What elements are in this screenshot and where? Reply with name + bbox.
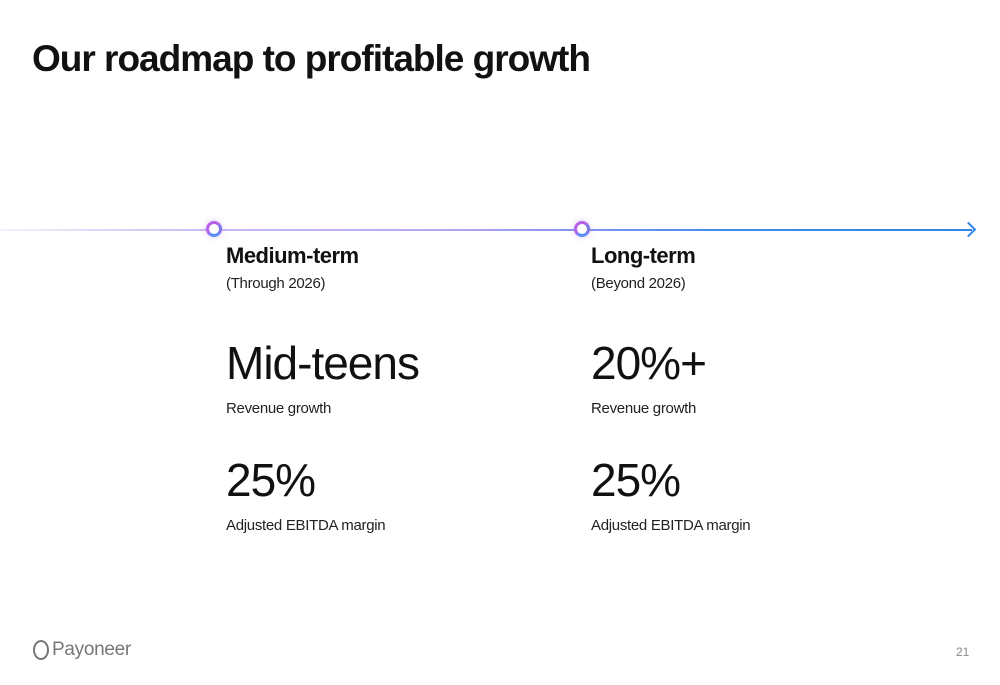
payoneer-logo: Payoneer — [33, 639, 131, 661]
milestone-period: (Through 2026) — [226, 275, 326, 292]
brand-name: Payoneer — [52, 639, 131, 660]
page-number: 21 — [956, 645, 970, 659]
metric-value: 25% — [226, 454, 316, 506]
slide-title: Our roadmap to profitable growth — [32, 38, 591, 79]
metric-label: Revenue growth — [226, 400, 332, 417]
milestone-term: Medium-term — [226, 243, 359, 268]
milestone-node-icon — [206, 221, 222, 237]
milestone-term: Long-term — [591, 243, 696, 268]
timeline-line — [0, 229, 972, 231]
metric-value: Mid-teens — [226, 337, 420, 389]
milestone-long-term: Long-term (Beyond 2026) 20%+ Revenue gro… — [591, 243, 751, 534]
metric-value: 25% — [591, 454, 681, 506]
milestone-node-icon — [574, 221, 590, 237]
metric-label: Revenue growth — [591, 400, 697, 417]
metric-label: Adjusted EBITDA margin — [591, 517, 751, 534]
milestone-medium-term: Medium-term (Through 2026) Mid-teens Rev… — [226, 243, 420, 534]
metric-label: Adjusted EBITDA margin — [226, 517, 386, 534]
metric-value: 20%+ — [591, 337, 707, 389]
arrow-right-icon — [960, 221, 977, 238]
logo-ring-icon — [33, 640, 49, 660]
milestone-period: (Beyond 2026) — [591, 275, 686, 292]
